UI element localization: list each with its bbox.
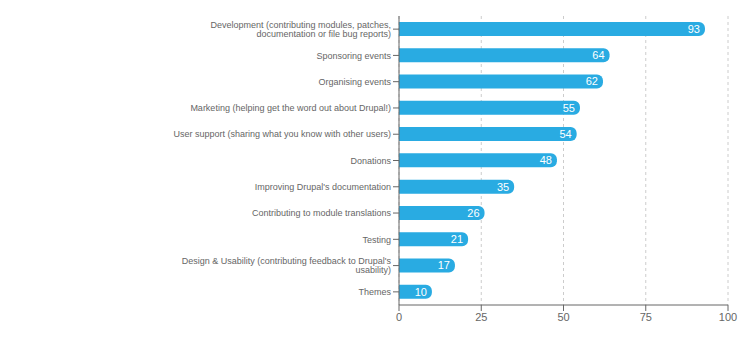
svg-text:93: 93 (688, 23, 700, 35)
svg-text:10: 10 (415, 286, 427, 298)
svg-text:Improving Drupal's documentati: Improving Drupal's documentation (255, 182, 391, 192)
svg-text:55: 55 (563, 102, 575, 114)
svg-text:Themes: Themes (358, 287, 391, 297)
svg-text:35: 35 (497, 181, 509, 193)
svg-text:Organising events: Organising events (318, 77, 391, 87)
svg-text:Donations: Donations (350, 156, 391, 166)
svg-text:Sponsoring events: Sponsoring events (316, 51, 391, 61)
svg-text:Testing: Testing (362, 235, 391, 245)
svg-text:Design & Usability (contributi: Design & Usability (contributing feedbac… (182, 256, 392, 275)
svg-text:21: 21 (451, 233, 463, 245)
svg-text:Marketing (helping get the wor: Marketing (helping get the word out abou… (190, 103, 391, 113)
svg-text:75: 75 (640, 311, 652, 323)
svg-text:17: 17 (438, 259, 450, 271)
svg-text:25: 25 (475, 311, 487, 323)
svg-text:62: 62 (586, 75, 598, 87)
svg-text:100: 100 (719, 311, 737, 323)
svg-text:48: 48 (540, 154, 552, 166)
svg-text:50: 50 (557, 311, 569, 323)
svg-text:Contributing to module transla: Contributing to module translations (252, 208, 392, 218)
svg-text:64: 64 (592, 49, 604, 61)
svg-text:0: 0 (396, 311, 402, 323)
svg-text:54: 54 (559, 128, 571, 140)
svg-text:Development (contributing modu: Development (contributing modules, patch… (210, 20, 391, 39)
svg-text:26: 26 (467, 207, 479, 219)
svg-text:User support (sharing what you: User support (sharing what you know with… (173, 129, 391, 139)
